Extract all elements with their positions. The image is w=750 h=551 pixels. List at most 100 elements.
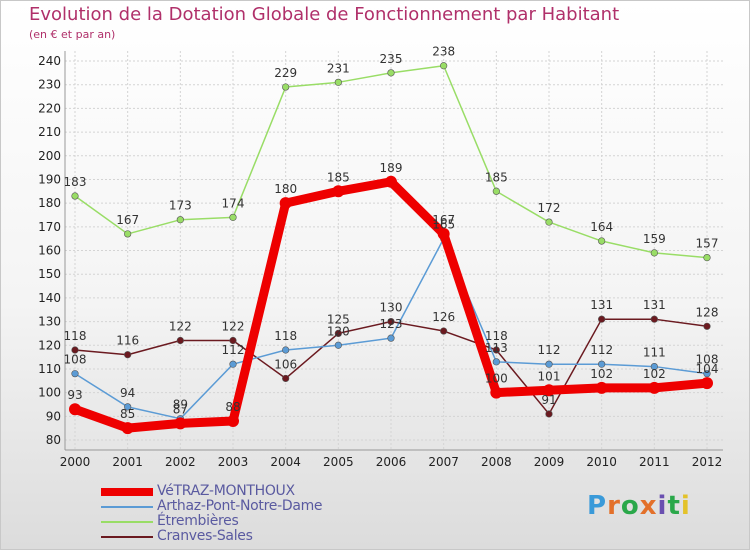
data-point [121,422,134,435]
data-label: 172 [538,201,561,215]
logo-letter: r [607,491,621,521]
data-point [650,315,658,323]
data-point [71,370,79,378]
data-point [650,362,658,371]
y-tick-label: 80 [46,433,61,447]
x-tick-label: 2003 [218,455,249,469]
data-point [440,327,448,335]
data-label: 88 [225,400,240,414]
y-tick-label: 230 [38,78,61,92]
x-tick-label: 2008 [481,455,512,469]
legend-entry: Cranves-Sales [101,528,401,544]
data-point [176,216,184,224]
y-tick-label: 130 [38,315,61,329]
data-point [598,360,606,368]
data-point [598,237,606,245]
y-tick-label: 100 [38,386,61,400]
data-point [545,410,553,418]
data-label: 167 [432,213,455,227]
data-label: 120 [327,324,350,338]
data-point [279,197,292,210]
legend-entry: Étrembières [101,513,401,529]
x-tick-label: 2009 [534,455,565,469]
data-label: 111 [643,346,666,360]
data-point [69,403,81,416]
chart-subtitle: (en € et par an) [29,28,116,41]
data-label: 157 [696,237,719,251]
data-point [703,370,711,378]
x-tick-label: 2002 [165,455,196,469]
data-label: 235 [380,52,403,66]
data-label: 185 [485,170,508,184]
data-label: 106 [274,357,297,371]
legend-label-cranves: Cranves-Sales [157,528,253,544]
chart-title: Evolution de la Dotation Globale de Fonc… [29,4,620,25]
data-point [543,384,555,397]
x-tick-label: 2006 [376,455,407,469]
data-point [282,83,290,91]
data-point [598,315,606,323]
data-point [124,403,132,411]
y-tick-label: 120 [38,338,61,352]
data-label: 113 [485,341,508,355]
data-label: 118 [64,329,87,343]
data-label: 101 [538,369,561,383]
data-label: 128 [696,305,719,319]
logo-letter: i [680,491,691,521]
data-point [545,360,553,368]
y-tick-label: 150 [38,267,61,281]
legend-swatch-vetraz [101,488,153,496]
data-label: 126 [432,310,455,324]
data-point [334,78,342,86]
y-tick-label: 210 [38,125,61,139]
data-point [387,69,395,77]
y-tick-label: 200 [38,149,61,163]
data-label: 93 [67,388,82,402]
data-label: 159 [643,232,666,246]
data-label: 116 [116,334,139,348]
data-point [385,175,397,188]
data-label: 131 [590,298,613,312]
y-tick-label: 110 [38,362,61,376]
data-label: 122 [169,320,192,334]
data-label: 183 [64,175,87,189]
logo-letter: i [657,491,668,521]
data-label: 125 [327,312,350,326]
data-label: 89 [173,398,188,412]
data-label: 238 [432,45,455,59]
y-tick-label: 220 [38,101,61,115]
data-label: 180 [274,182,297,196]
data-label: 85 [120,407,135,421]
data-point [229,213,237,221]
legend-label-arthaz: Arthaz-Pont-Notre-Dame [157,498,323,514]
data-point [174,417,187,430]
data-label: 167 [116,213,139,227]
logo-letter: t [667,491,681,521]
x-tick-label: 2010 [586,455,617,469]
data-label: 118 [485,329,508,343]
data-label: 229 [274,66,297,80]
legend-swatch-arthaz [101,506,153,508]
data-label: 185 [327,170,350,184]
data-point [492,358,500,366]
data-point [492,346,500,354]
x-tick-label: 2005 [323,455,354,469]
data-label: 130 [380,301,403,315]
data-label: 108 [696,353,719,367]
data-point [332,185,345,198]
legend-label-etrembieres: Étrembières [157,513,239,529]
data-label: 165 [432,218,455,232]
data-point [124,230,132,238]
data-label: 100 [485,372,508,386]
data-label: 91 [541,393,556,407]
logo-letter: x [639,491,658,521]
data-label: 87 [173,402,188,416]
data-point [490,386,503,399]
data-label: 112 [538,343,561,357]
data-point [387,334,395,342]
x-tick-label: 2000 [60,455,91,469]
x-tick-label: 2012 [692,455,723,469]
